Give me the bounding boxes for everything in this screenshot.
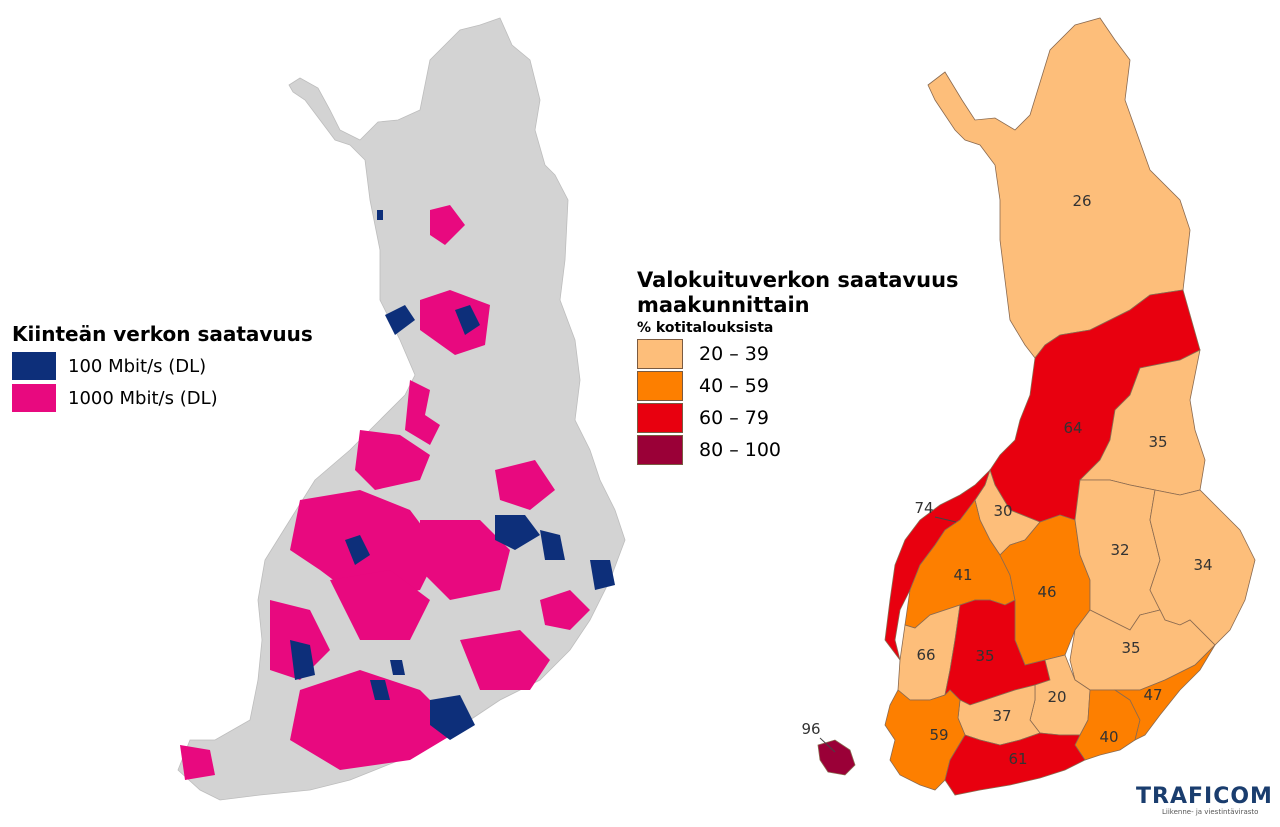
- legend-item-60-79: 60 – 79: [637, 402, 959, 434]
- region-uusimaa: [944, 732, 1086, 796]
- coverage-100mbit: [290, 210, 615, 740]
- label-kanta-hame: 37: [992, 707, 1011, 725]
- leader-line-pohjanmaa: [934, 516, 957, 523]
- legend-title-line2: maakunnittain: [637, 293, 810, 317]
- finland-land-left: [177, 17, 626, 801]
- label-varsinais-suomi: 59: [929, 726, 948, 744]
- legend-fixed-network: Kiinteän verkon saatavuus 100 Mbit/s (DL…: [12, 322, 313, 414]
- right-map: [817, 17, 1256, 796]
- label-lappi: 26: [1072, 192, 1091, 210]
- legend-subtitle: % kotitalouksista: [637, 320, 774, 336]
- swatch-1000mbit: [12, 384, 56, 412]
- label-kymenlaakso: 40: [1099, 728, 1118, 746]
- legend-title: Kiinteän verkon saatavuus: [12, 322, 313, 346]
- swatch-100mbit: [12, 352, 56, 380]
- label-keski-pohjanmaa: 30: [993, 502, 1012, 520]
- label-pohjois-karjala: 34: [1193, 556, 1212, 574]
- label-keski-suomi: 46: [1037, 583, 1056, 601]
- legend-item-20-39: 20 – 39: [637, 338, 959, 370]
- swatch-40-59: [637, 371, 683, 401]
- legend-label: 100 Mbit/s (DL): [68, 355, 207, 377]
- legend-item-80-100: 80 – 100: [637, 434, 959, 466]
- logo-tagline: Liikenne- ja viestintävirasto: [1162, 808, 1259, 816]
- logo-brand: TRAFICOM: [1136, 784, 1273, 809]
- region-labels: 26 64 35 74 30 41 46 32 34 35 66 35 20 3…: [801, 192, 1212, 768]
- legend-fiber-availability: Valokuituverkon saatavuus maakunnittain …: [637, 268, 959, 466]
- legend-item-1000mbit: 1000 Mbit/s (DL): [12, 382, 313, 414]
- label-pohjanmaa: 74: [914, 499, 933, 517]
- label-kainuu: 35: [1148, 433, 1167, 451]
- label-pohjois-pohjanmaa: 64: [1063, 419, 1082, 437]
- legend-label: 60 – 79: [699, 407, 769, 429]
- region-etela-karjala: [1113, 644, 1216, 741]
- leader-line-ahvenanmaa: [819, 737, 836, 753]
- swatch-80-100: [637, 435, 683, 465]
- label-etela-savo: 35: [1121, 639, 1140, 657]
- legend-label: 80 – 100: [699, 439, 782, 461]
- swatch-60-79: [637, 403, 683, 433]
- left-map: [177, 17, 626, 801]
- swatch-20-39: [637, 339, 683, 369]
- label-uusimaa: 61: [1008, 750, 1027, 768]
- legend-item-100mbit: 100 Mbit/s (DL): [12, 350, 313, 382]
- label-etela-karjala: 47: [1143, 686, 1162, 704]
- legend-title-line1: Valokuituverkon saatavuus: [637, 268, 959, 292]
- region-ahvenanmaa: [817, 739, 856, 776]
- legend-label: 40 – 59: [699, 375, 769, 397]
- legend-item-40-59: 40 – 59: [637, 370, 959, 402]
- legend-label: 20 – 39: [699, 343, 769, 365]
- label-pirkanmaa: 35: [975, 647, 994, 665]
- label-ahvenanmaa: 96: [801, 720, 820, 738]
- label-paijat-hame: 20: [1047, 688, 1066, 706]
- traficom-logo: TRAFICOM Liikenne- ja viestintävirasto: [1136, 784, 1273, 817]
- label-satakunta: 66: [916, 646, 935, 664]
- label-etela-pohjanmaa: 41: [953, 566, 972, 584]
- legend-label: 1000 Mbit/s (DL): [68, 387, 218, 409]
- label-pohjois-savo: 32: [1110, 541, 1129, 559]
